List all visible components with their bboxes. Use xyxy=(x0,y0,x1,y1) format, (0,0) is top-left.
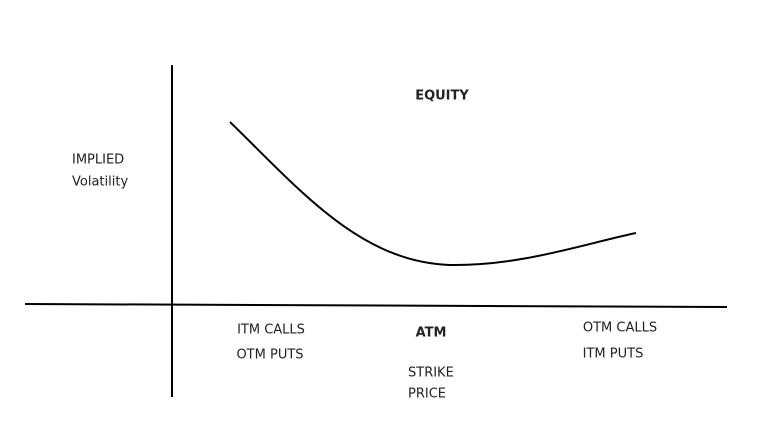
y-axis-label: IMPLIED xyxy=(72,153,124,168)
x-label: OTM PUTS xyxy=(236,348,303,363)
x-label: ITM CALLS xyxy=(237,323,305,338)
x-axis-label: STRIKE xyxy=(408,366,454,381)
x-label: OTM CALLS xyxy=(583,321,657,336)
x-label: ATM xyxy=(416,326,447,341)
title: EQUITY xyxy=(415,89,469,104)
skew-curve xyxy=(229,121,637,267)
horizontal-axis xyxy=(24,303,728,308)
x-label: ITM PUTS xyxy=(583,347,644,362)
y-axis-label: Volatility xyxy=(72,175,128,190)
x-axis-label: PRICE xyxy=(408,387,446,402)
